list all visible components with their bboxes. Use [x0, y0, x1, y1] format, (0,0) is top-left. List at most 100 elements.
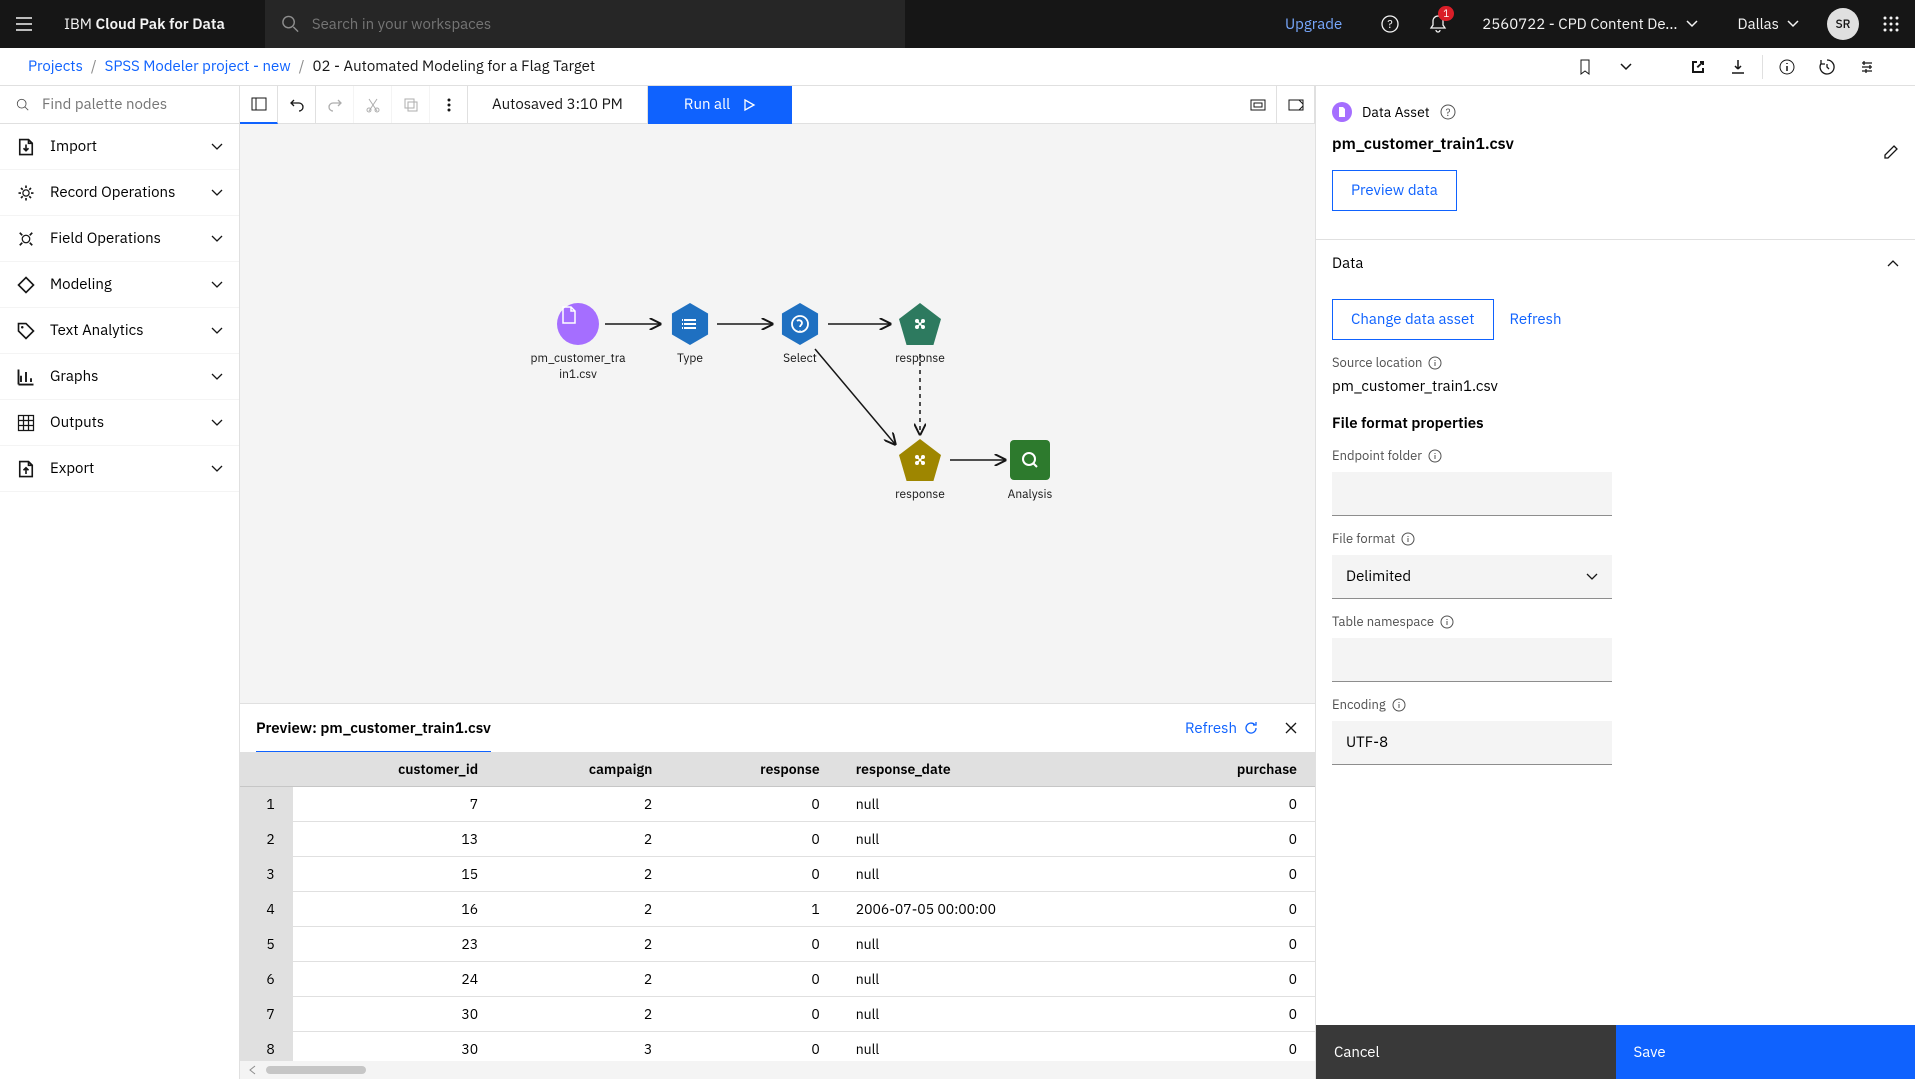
save-button[interactable]: Save	[1616, 1025, 1915, 1079]
menu-button[interactable]	[0, 0, 48, 48]
palette-category-modeling[interactable]: Modeling	[0, 262, 239, 308]
table-row[interactable]: 83030null0	[240, 1032, 1315, 1062]
palette-search-input[interactable]	[42, 95, 223, 114]
redo-button	[316, 86, 354, 124]
info-icon[interactable]	[1440, 615, 1454, 629]
flow-node-n1[interactable]: pm_customer_train1.csv	[523, 303, 633, 382]
palette-toggle-button[interactable]	[240, 86, 278, 124]
avatar[interactable]: SR	[1827, 8, 1859, 40]
flow-node-n2[interactable]: Type	[635, 303, 745, 367]
table-row[interactable]: 416212006-07-05 00:00:000	[240, 892, 1315, 927]
palette-category-graphs[interactable]: Graphs	[0, 354, 239, 400]
upgrade-link[interactable]: Upgrade	[1261, 15, 1366, 34]
region-switcher[interactable]: Dallas	[1718, 15, 1819, 34]
flow-node-n5[interactable]: response	[865, 439, 975, 503]
chart-icon	[16, 367, 36, 387]
palette-category-label: Graphs	[50, 367, 98, 386]
search-input[interactable]	[312, 15, 889, 34]
change-data-asset-button[interactable]: Change data asset	[1332, 299, 1494, 340]
chevron-up-icon	[1887, 260, 1899, 268]
help-icon[interactable]: ?	[1440, 104, 1456, 120]
chevron-down-icon	[211, 419, 223, 427]
fit-button[interactable]	[1239, 86, 1277, 124]
palette-category-label: Field Operations	[50, 229, 161, 248]
table-header[interactable]: response_date	[838, 752, 1147, 787]
palette-category-export[interactable]: Export	[0, 446, 239, 492]
palette-category-field-operations[interactable]: Field Operations	[0, 216, 239, 262]
history-icon[interactable]	[1807, 48, 1847, 86]
refresh-link[interactable]: Refresh	[1510, 310, 1562, 329]
endpoint-folder-input[interactable]	[1332, 472, 1612, 516]
palette-search[interactable]	[0, 86, 239, 124]
flow-node-n4[interactable]: response	[865, 303, 975, 367]
svg-text:?: ?	[1388, 18, 1393, 32]
table-row[interactable]: 52320null0	[240, 927, 1315, 962]
cancel-button[interactable]: Cancel	[1316, 1025, 1616, 1079]
breadcrumb-bar: Projects / SPSS Modeler project - new / …	[0, 48, 1915, 86]
download-icon[interactable]	[1718, 48, 1758, 86]
palette-category-label: Record Operations	[50, 183, 175, 202]
table-header[interactable]: campaign	[496, 752, 670, 787]
preview-table[interactable]: customer_idcampaignresponseresponse_date…	[240, 752, 1315, 1061]
info-icon[interactable]	[1428, 356, 1442, 370]
flow-canvas[interactable]: pm_customer_train1.csvTypeSelect response…	[240, 124, 1315, 703]
table-header[interactable]: customer_id	[293, 752, 496, 787]
preview-refresh-link[interactable]: Refresh	[1185, 719, 1259, 738]
flow-node-n6[interactable]: Analysis	[975, 439, 1085, 503]
palette-category-text-analytics[interactable]: Text Analytics	[0, 308, 239, 354]
notification-badge: 1	[1438, 6, 1454, 21]
table-header[interactable]: purchase	[1147, 752, 1315, 787]
breadcrumb-link[interactable]: SPSS Modeler project - new	[105, 57, 291, 76]
play-icon	[742, 98, 756, 112]
settings-icon[interactable]	[1847, 48, 1887, 86]
breadcrumb-sep: /	[299, 57, 305, 76]
encoding-input[interactable]: UTF-8	[1332, 721, 1612, 765]
palette-category-label: Text Analytics	[50, 321, 144, 340]
node-label: response	[865, 487, 975, 503]
palette-category-record-operations[interactable]: Record Operations	[0, 170, 239, 216]
overflow-button[interactable]	[430, 86, 468, 124]
notifications-icon[interactable]: 1	[1414, 0, 1462, 48]
table-row[interactable]: 31520null0	[240, 857, 1315, 892]
table-row[interactable]: 62420null0	[240, 962, 1315, 997]
file-format-header: File format properties	[1332, 414, 1899, 433]
table-row[interactable]: 21320null0	[240, 822, 1315, 857]
palette-category-label: Export	[50, 459, 94, 478]
preview-title: Preview: pm_customer_train1.csv	[256, 704, 491, 753]
edit-icon[interactable]	[1883, 144, 1899, 160]
file-format-label: File format	[1332, 530, 1899, 547]
info-icon[interactable]	[1428, 449, 1442, 463]
zoom-button[interactable]	[1277, 86, 1315, 124]
node-label: Select	[745, 351, 855, 367]
chevron-down-icon[interactable]	[1606, 48, 1646, 86]
app-switcher-icon[interactable]	[1867, 15, 1915, 33]
breadcrumb-link[interactable]: Projects	[28, 57, 83, 76]
account-switcher[interactable]: 2560722 - CPD Content De...	[1462, 15, 1717, 34]
table-row[interactable]: 73020null0	[240, 997, 1315, 1032]
source-location-label: Source location	[1332, 354, 1899, 371]
canvas-toolbar: Autosaved 3:10 PM Run all	[240, 86, 1315, 124]
palette-category-import[interactable]: Import	[0, 124, 239, 170]
palette-category-outputs[interactable]: Outputs	[0, 400, 239, 446]
info-icon[interactable]	[1392, 698, 1406, 712]
preview-data-button[interactable]: Preview data	[1332, 170, 1457, 211]
brand-prefix: IBM	[64, 15, 92, 34]
file-format-select[interactable]: Delimited	[1332, 555, 1612, 599]
horizontal-scrollbar[interactable]	[240, 1061, 1315, 1079]
page-actions	[1566, 48, 1887, 86]
info-icon[interactable]	[1401, 532, 1415, 546]
global-search[interactable]	[265, 0, 905, 48]
data-section-header[interactable]: Data	[1332, 240, 1899, 287]
help-icon[interactable]: ?	[1366, 0, 1414, 48]
export-icon[interactable]	[1678, 48, 1718, 86]
table-row[interactable]: 1720null0	[240, 787, 1315, 822]
chevron-down-icon	[211, 465, 223, 473]
undo-button[interactable]	[278, 86, 316, 124]
close-icon[interactable]	[1283, 720, 1299, 736]
table-namespace-input[interactable]	[1332, 638, 1612, 682]
info-icon[interactable]	[1767, 48, 1807, 86]
run-all-button[interactable]: Run all	[648, 86, 792, 124]
table-header[interactable]: response	[670, 752, 837, 787]
flow-node-n3[interactable]: Select	[745, 303, 855, 367]
bookmark-icon[interactable]	[1566, 48, 1606, 86]
